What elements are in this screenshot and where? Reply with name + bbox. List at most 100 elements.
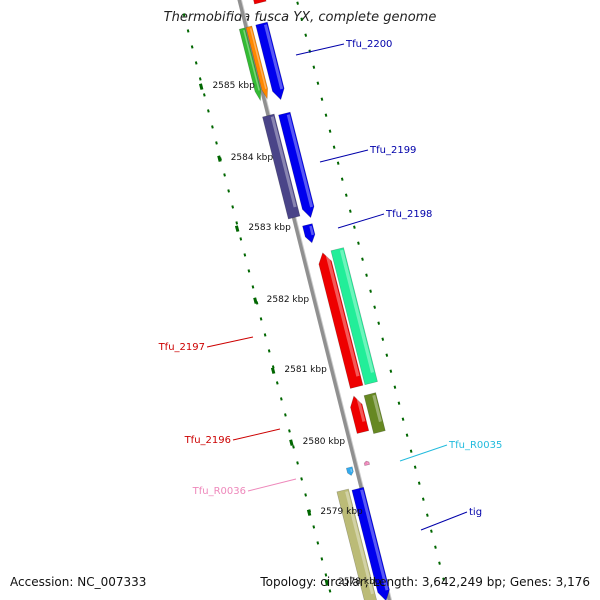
gene-label-leader xyxy=(399,444,448,462)
tick-mark xyxy=(217,155,222,162)
length-value: 3,642,249 bp xyxy=(421,575,502,589)
guide-dot xyxy=(211,125,214,129)
topology-label: Topology: xyxy=(260,575,317,589)
gene-labels-layer: Tfu_2200 Tfu_2199 Tfu_2198 Tfu_2197 Tfu_2196… xyxy=(158,39,502,531)
feature-blue-small-shape xyxy=(302,223,316,244)
accession-info: Accession: NC_007333 xyxy=(10,575,146,589)
guide-dot xyxy=(401,417,405,421)
guide-dot xyxy=(202,93,206,97)
feature-orange xyxy=(245,25,268,100)
feature-red-top xyxy=(252,0,267,5)
guide-dot xyxy=(279,397,283,401)
gene-label-tfu_r0036: Tfu_R0036 xyxy=(192,486,246,497)
gene-label-leader xyxy=(232,428,281,441)
guide-dot xyxy=(316,81,320,85)
feature-khaki xyxy=(336,488,378,600)
feature-olive xyxy=(363,392,386,434)
feature-red-short-shape xyxy=(350,395,370,434)
guide-dot xyxy=(194,61,198,65)
guide-dot xyxy=(332,145,336,149)
feature-khaki-shine xyxy=(345,491,374,595)
feature-olive-shine xyxy=(372,394,382,422)
tick-mark xyxy=(324,579,330,586)
guide-dot xyxy=(421,497,425,501)
gene-label-leader xyxy=(247,478,297,492)
guide-dot xyxy=(381,337,385,341)
guide-dot xyxy=(377,321,381,325)
guide-dot xyxy=(369,289,372,293)
tick-label: 2584 kbp xyxy=(231,153,274,163)
guide-dot xyxy=(300,17,304,21)
guide-dot xyxy=(215,141,218,145)
gene-label-tfu_2200: Tfu_2200 xyxy=(345,39,392,50)
guide-dot xyxy=(393,385,397,389)
gene-label-leader xyxy=(295,43,345,56)
guide-dot xyxy=(349,209,352,213)
tick-label: 2583 kbp xyxy=(248,223,291,233)
guide-dot xyxy=(442,577,445,581)
genes-value: 3,176 xyxy=(555,575,590,589)
accession-label: Accession: xyxy=(10,575,74,589)
guide-dot xyxy=(373,305,376,309)
guide-dot xyxy=(284,413,287,417)
guide-dot xyxy=(385,353,389,357)
guide-dot xyxy=(239,237,243,241)
guide-dot xyxy=(328,129,332,133)
feature-blue-b-shape xyxy=(278,111,315,219)
feature-blue-a xyxy=(255,21,285,101)
guide-dot xyxy=(186,29,190,33)
guide-dot xyxy=(405,433,409,437)
guide-dot xyxy=(336,161,340,165)
feature-purple-shape xyxy=(262,113,301,220)
tick-label: 2582 kbp xyxy=(267,295,310,305)
feature-red-top-shape xyxy=(252,0,267,5)
guide-dot xyxy=(259,317,263,321)
feature-blue-small xyxy=(302,223,316,244)
gene-label-leader xyxy=(319,149,369,163)
feature-blue-a-shine xyxy=(263,24,284,90)
feature-green-shape xyxy=(238,27,262,102)
tick-label: 2579 kbp xyxy=(320,507,363,517)
guide-dot xyxy=(365,273,368,277)
guide-dot xyxy=(417,481,421,485)
feature-teal-shine xyxy=(339,249,375,373)
guide-dot xyxy=(320,97,324,101)
gene-label-tig: tig xyxy=(469,507,482,518)
tick-mark xyxy=(270,367,276,374)
guide-dot xyxy=(263,333,267,337)
feature-orange-shine xyxy=(249,28,267,89)
tick-mark xyxy=(306,509,312,516)
guide-dot xyxy=(409,449,413,453)
gene-label-tfu_2197: Tfu_2197 xyxy=(158,342,205,353)
guide-dot xyxy=(251,285,255,289)
feature-khaki-shape xyxy=(336,488,378,600)
guide-dot xyxy=(296,461,299,465)
guide-dot xyxy=(207,109,210,113)
guide-dot xyxy=(344,193,348,197)
guide-dot xyxy=(235,221,239,225)
feature-blue-tig-shape xyxy=(351,486,390,600)
guide-dot xyxy=(426,513,429,517)
tick-mark xyxy=(253,297,258,304)
feature-pink-rna xyxy=(363,460,370,467)
tick-label: 2585 kbp xyxy=(212,81,255,91)
gene-label-tfu_2196: Tfu_2196 xyxy=(184,435,231,446)
feature-blue-small-shine xyxy=(309,225,314,236)
feature-red-long-shine xyxy=(325,253,360,377)
length-label: Length: xyxy=(372,575,419,589)
tick-label: 2578 kbp xyxy=(338,577,381,587)
feature-green xyxy=(238,27,262,102)
gene-label-leader xyxy=(337,213,385,229)
guide-dot xyxy=(361,257,364,261)
feature-red-short xyxy=(350,395,370,434)
feature-pink-rna-shape xyxy=(363,460,370,467)
guide-dot xyxy=(182,13,186,17)
guide-dot xyxy=(328,589,332,593)
guide-dot xyxy=(300,477,303,481)
feature-blue-tig xyxy=(351,486,390,600)
feature-cyan-rna-shape xyxy=(345,466,354,476)
tick-mark xyxy=(198,83,204,90)
feature-teal-shape xyxy=(330,247,378,386)
